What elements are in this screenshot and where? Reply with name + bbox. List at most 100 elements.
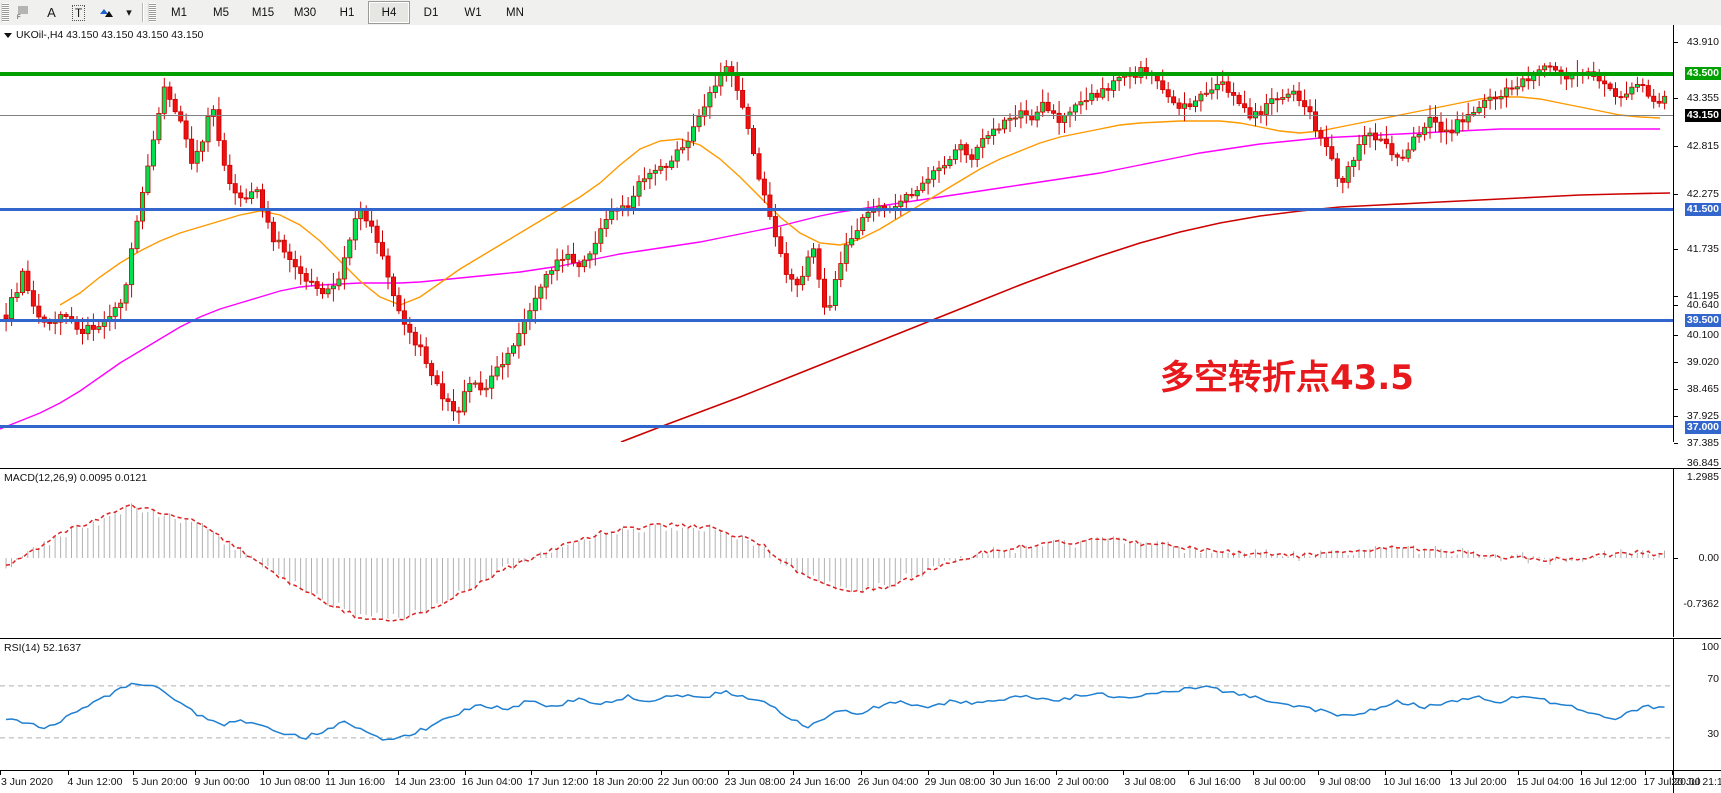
price-tick-38465: 38.465: [1686, 383, 1719, 395]
timeframe-m1[interactable]: M1: [171, 6, 187, 19]
price-tag-37000: 37.000: [1684, 421, 1721, 434]
time-label: 13 Jul 20:00: [1449, 776, 1507, 788]
time-tick: [1518, 771, 1519, 775]
time-tick: [263, 771, 264, 775]
symbol-legend: UKOil-,H4 43.150 43.150 43.150 43.150: [4, 29, 203, 41]
price-tag-39500: 39.500: [1684, 314, 1721, 327]
time-label: 9 Jul 08:00: [1319, 776, 1371, 788]
price-axis[interactable]: 43.910 43.355 42.815 42.275 41.735 41.19…: [1674, 25, 1721, 444]
price-tick-41195: 41.195: [1686, 290, 1719, 302]
price-tag-current: 43.150: [1684, 109, 1721, 122]
macd-pane[interactable]: MACD(12,26,9) 0.0095 0.0121 1.2985 0.00 …: [0, 468, 1721, 637]
price-tag-41500: 41.500: [1684, 203, 1721, 216]
time-tick: [596, 771, 597, 775]
timeframe-d1[interactable]: D1: [423, 6, 439, 19]
timeframe-m15[interactable]: M15: [251, 6, 275, 19]
price-axis-border: [1673, 25, 1674, 442]
time-label: 16 Jul 12:00: [1579, 776, 1637, 788]
time-tick: [728, 771, 729, 775]
time-tick: [133, 771, 134, 775]
time-label: 16 Jun 04:00: [461, 776, 523, 788]
time-label: 23 Jun 08:00: [724, 776, 786, 788]
price-tick-43355: 43.355: [1686, 92, 1719, 104]
time-label: 14 Jun 23:00: [394, 776, 456, 788]
time-label: 6 Jul 16:00: [1189, 776, 1241, 788]
time-axis-border: [1673, 771, 1674, 793]
time-label: 20 Jul 21:15: [1671, 776, 1721, 788]
time-label: 26 Jun 04:00: [857, 776, 919, 788]
time-label: 5 Jun 20:00: [132, 776, 188, 788]
price-tick-37925: 37.925: [1686, 410, 1719, 422]
price-tag-43500: 43.500: [1684, 67, 1721, 80]
time-label: 3 Jul 08:00: [1124, 776, 1176, 788]
support-line-37000[interactable]: [0, 425, 1674, 428]
chart-annotation-text: 多空转折点43.5: [1160, 358, 1414, 398]
price-tick-39020: 39.020: [1686, 356, 1719, 368]
price-tick-36845: 36.845: [1686, 457, 1719, 469]
crosshair-icon[interactable]: F: [12, 1, 37, 24]
text-tool-button[interactable]: A: [47, 5, 56, 20]
timeframe-m30[interactable]: M30: [293, 6, 317, 19]
time-label: 29 Jun 08:00: [924, 776, 986, 788]
price-tick-41735: 41.735: [1686, 243, 1719, 255]
label-icon: T: [71, 4, 86, 21]
time-tick: [1451, 771, 1452, 775]
timeframe-h1[interactable]: H1: [339, 6, 355, 19]
rsi-axis[interactable]: 100 70 30: [1674, 639, 1721, 772]
symbol-ohlc-label: UKOil-,H4 43.150 43.150 43.150 43.150: [16, 29, 204, 41]
price-pane[interactable]: UKOil-,H4 43.150 43.150 43.150 43.150 多空…: [0, 25, 1721, 444]
time-tick: [465, 771, 466, 775]
time-tick: [195, 771, 196, 775]
toolbar-separator: [142, 3, 144, 22]
chart-menu-caret-icon[interactable]: [4, 32, 12, 38]
time-tick: [531, 771, 532, 775]
macd-axis[interactable]: 1.2985 0.00 -0.7362: [1674, 469, 1721, 637]
time-label: 4 Jun 12:00: [67, 776, 123, 788]
support-line-39500[interactable]: [0, 319, 1674, 322]
macd-tick-top: 1.2985: [1686, 471, 1719, 483]
time-tick: [1645, 771, 1646, 775]
time-axis[interactable]: 3 Jun 2020 4 Jun 12:00 5 Jun 20:00 9 Jun 00…: [0, 770, 1721, 793]
objects-tool-button[interactable]: [93, 1, 118, 24]
time-tick: [1123, 771, 1124, 775]
time-label: 8 Jul 00:00: [1254, 776, 1306, 788]
price-tick-40100: 40.100: [1686, 329, 1719, 341]
time-tick: [0, 771, 1, 775]
price-tick-42275: 42.275: [1686, 188, 1719, 200]
time-tick: [1385, 771, 1386, 775]
timeframe-m5[interactable]: M5: [213, 6, 229, 19]
price-tick-43910: 43.910: [1686, 36, 1719, 48]
chart-canvas[interactable]: UKOil-,H4 43.150 43.150 43.150 43.150 多空…: [0, 25, 1721, 793]
time-label: 18 Jun 20:00: [592, 776, 654, 788]
time-tick: [1581, 771, 1582, 775]
rsi-pane[interactable]: RSI(14) 52.1637 100 70 30: [0, 638, 1721, 772]
toolbar-drag-handle[interactable]: [1, 3, 9, 22]
time-label: 17 Jun 12:00: [527, 776, 589, 788]
time-label: 30 Jun 16:00: [989, 776, 1051, 788]
timeframe-drag-handle[interactable]: [148, 3, 156, 22]
rsi-tick-100: 100: [1701, 641, 1719, 653]
rsi-plot: [0, 682, 1672, 741]
time-label: 11 Jun 16:00: [325, 776, 385, 788]
time-tick: [1056, 771, 1057, 775]
time-label: 3 Jun 2020: [1, 776, 53, 788]
rsi-axis-border: [1673, 639, 1674, 772]
time-label: 9 Jun 00:00: [194, 776, 250, 788]
chevron-down-icon[interactable]: ▾: [126, 7, 132, 19]
timeframe-mn[interactable]: MN: [506, 6, 524, 19]
time-label: 10 Jun 08:00: [259, 776, 321, 788]
time-tick: [993, 771, 994, 775]
timeframe-h4[interactable]: H4: [368, 1, 410, 24]
price-tick-37385: 37.385: [1686, 437, 1719, 449]
rsi-title: RSI(14) 52.1637: [4, 642, 82, 654]
time-tick: [1188, 771, 1189, 775]
support-line-41500[interactable]: [0, 208, 1674, 211]
time-label: 17 Jul 20:00: [1643, 776, 1701, 788]
resistance-line-43500[interactable]: [0, 72, 1674, 76]
rsi-tick-70: 70: [1707, 673, 1719, 685]
current-price-line: [0, 115, 1674, 116]
candlestick-series: [3, 57, 1668, 424]
timeframe-w1[interactable]: W1: [464, 6, 482, 19]
time-tick: [68, 771, 69, 775]
label-tool-button[interactable]: T: [66, 1, 91, 24]
